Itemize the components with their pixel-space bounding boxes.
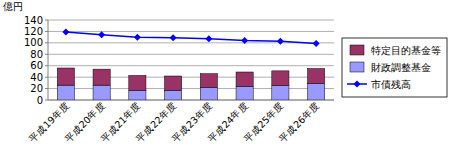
bar <box>93 85 110 100</box>
marker <box>313 40 320 47</box>
legend-label: 市債残高 <box>371 79 411 90</box>
plot-marks <box>57 29 324 101</box>
bar <box>308 83 325 100</box>
marker <box>277 38 284 45</box>
grid-line <box>48 20 334 21</box>
legend-swatch <box>350 62 364 72</box>
bar <box>200 87 217 100</box>
grid-line <box>48 31 334 32</box>
marker <box>134 34 141 41</box>
bar <box>93 69 110 85</box>
grid-line <box>48 54 334 55</box>
tick-label: 100 <box>24 37 43 48</box>
bar <box>165 90 182 100</box>
bar <box>129 90 146 100</box>
marker <box>241 37 248 44</box>
bar <box>236 86 253 100</box>
tick-label: 60 <box>30 60 43 71</box>
bar <box>57 68 74 85</box>
grid-line <box>48 65 334 66</box>
marker <box>205 35 212 42</box>
tick-label: 140 <box>24 15 43 26</box>
legend-label: 財政調整基金 <box>371 62 431 73</box>
tick-label: 40 <box>30 72 43 83</box>
legend-label: 特定目的基金等 <box>371 45 441 56</box>
bar <box>308 69 325 84</box>
marker <box>62 29 69 36</box>
grid-line <box>48 77 334 78</box>
tick-label: 0 <box>37 95 43 106</box>
legend <box>342 38 447 97</box>
bar <box>57 85 74 100</box>
tick-label: 120 <box>24 26 43 37</box>
legend-swatch <box>354 81 361 88</box>
bar <box>272 71 289 86</box>
bar <box>165 76 182 90</box>
grid-line <box>48 100 334 101</box>
bar <box>236 72 253 86</box>
bar <box>272 86 289 100</box>
y-axis-label: 億円 <box>3 1 23 12</box>
category-label: 平成26年度 <box>277 100 322 145</box>
legend-swatch <box>350 45 364 55</box>
bar <box>200 74 217 88</box>
marker <box>170 34 177 41</box>
tick-label: 20 <box>30 83 43 94</box>
tick-label: 80 <box>30 49 43 60</box>
bar <box>129 75 146 90</box>
marker <box>98 31 105 38</box>
grid-line <box>48 88 334 89</box>
chart: 億円020406080100120140平成19年度平成20年度平成21年度平成… <box>0 0 450 159</box>
x-axis <box>48 100 334 101</box>
y-axis <box>48 20 49 100</box>
